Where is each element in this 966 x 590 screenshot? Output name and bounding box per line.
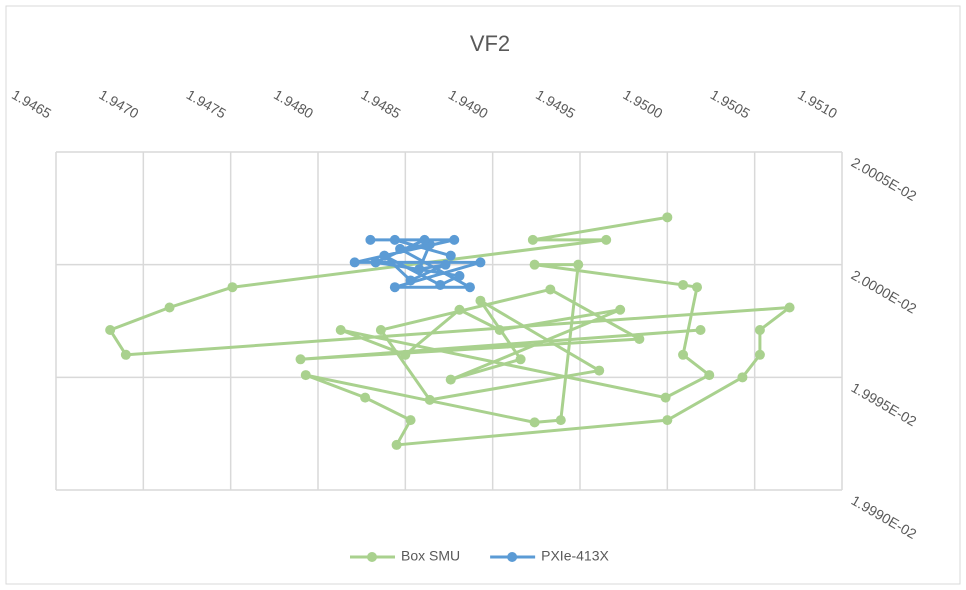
point [660, 392, 671, 403]
point [365, 234, 376, 245]
point [424, 394, 435, 405]
point [227, 282, 238, 293]
point [445, 374, 456, 385]
point [529, 259, 540, 270]
legend-label: Box SMU [401, 548, 460, 564]
legend-marker [507, 552, 518, 562]
point [360, 392, 371, 403]
point [464, 282, 475, 293]
point [395, 243, 406, 254]
point [784, 302, 795, 313]
point [737, 372, 748, 383]
point [695, 325, 706, 336]
point [662, 415, 673, 426]
point [389, 234, 400, 245]
point [601, 234, 612, 245]
point [662, 212, 673, 223]
point [529, 417, 540, 428]
point [454, 304, 465, 315]
point [615, 304, 626, 315]
point [678, 279, 689, 290]
point [545, 284, 556, 295]
legend-label: PXIe-413X [541, 548, 609, 564]
point [754, 325, 765, 336]
point [105, 325, 116, 336]
point [389, 282, 400, 293]
point [379, 250, 390, 261]
point [375, 325, 386, 336]
point [370, 257, 381, 268]
point [391, 439, 402, 450]
point [440, 259, 451, 270]
point [419, 234, 430, 245]
point [515, 354, 526, 365]
point [754, 349, 765, 360]
point [704, 370, 715, 381]
point [335, 325, 346, 336]
point [405, 415, 416, 426]
point [349, 257, 360, 268]
point [449, 234, 460, 245]
point [634, 334, 645, 345]
point [405, 275, 416, 286]
point [445, 250, 456, 261]
legend-marker [367, 552, 377, 562]
point [494, 325, 505, 336]
chart-title: VF2 [470, 31, 510, 56]
point [400, 349, 411, 360]
point [527, 234, 538, 245]
point [475, 295, 486, 306]
point [555, 415, 566, 426]
point [164, 302, 175, 313]
point [594, 365, 605, 376]
chart-border [5, 5, 961, 585]
point [475, 257, 486, 268]
point [414, 264, 425, 275]
point [295, 354, 306, 365]
point [678, 349, 689, 360]
point [435, 279, 446, 290]
point [573, 259, 584, 270]
point [300, 370, 311, 381]
point [120, 349, 131, 360]
point [454, 270, 465, 281]
point [692, 282, 703, 293]
series-line [108, 215, 792, 447]
